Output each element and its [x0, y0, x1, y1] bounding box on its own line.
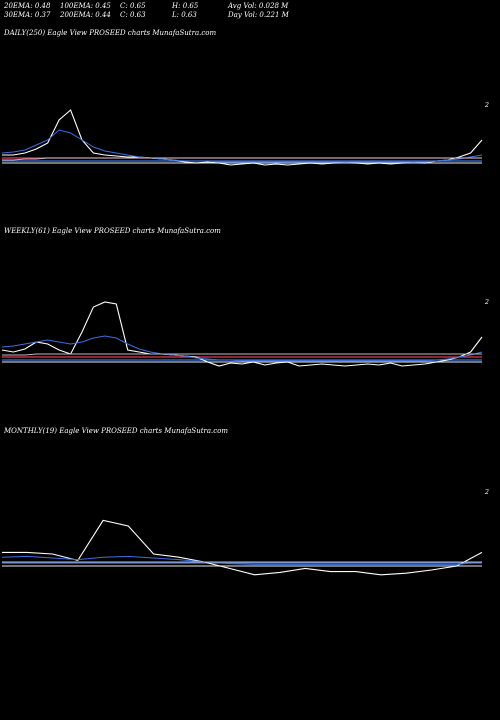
series-line-2-0 — [2, 519, 483, 576]
series-line-0-0 — [2, 109, 483, 166]
series-line-1-0 — [1, 301, 483, 367]
close-label: C: 0.65 — [120, 2, 146, 10]
series-line-1-2 — [2, 353, 482, 356]
ema200-label: 200EMA: 0.44 — [60, 11, 111, 19]
weekly-ytick: 2 — [484, 298, 489, 306]
high-label: H: 0.65 — [172, 2, 199, 10]
ema30-label: 30EMA: 0.37 — [4, 11, 51, 19]
ema100-label: 100EMA: 0.45 — [60, 2, 111, 10]
daily-chart-title: DAILY(250) Eagle View PROSEED charts Mun… — [4, 29, 217, 37]
avg-vol-label: Avg Vol: 0.028 M — [228, 2, 289, 10]
weekly-chart-title: WEEKLY(61) Eagle View PROSEED charts Mun… — [4, 227, 221, 235]
monthly-chart-title: MONTHLY(19) Eagle View PROSEED charts Mu… — [4, 427, 229, 435]
series-line-0-1 — [1, 129, 483, 163]
series-line-1-1 — [1, 335, 483, 362]
series-line-0-2 — [2, 157, 482, 161]
monthly-ytick: 2 — [484, 488, 489, 496]
close-label-2: C: 0.63 — [120, 11, 146, 19]
day-vol-label: Day Vol: 0.221 M — [228, 11, 289, 19]
series-line-2-1 — [1, 555, 483, 565]
daily-ytick: 2 — [484, 101, 489, 109]
low-label: L: 0.63 — [172, 11, 197, 19]
ema20-label: 20EMA: 0.48 — [4, 2, 51, 10]
